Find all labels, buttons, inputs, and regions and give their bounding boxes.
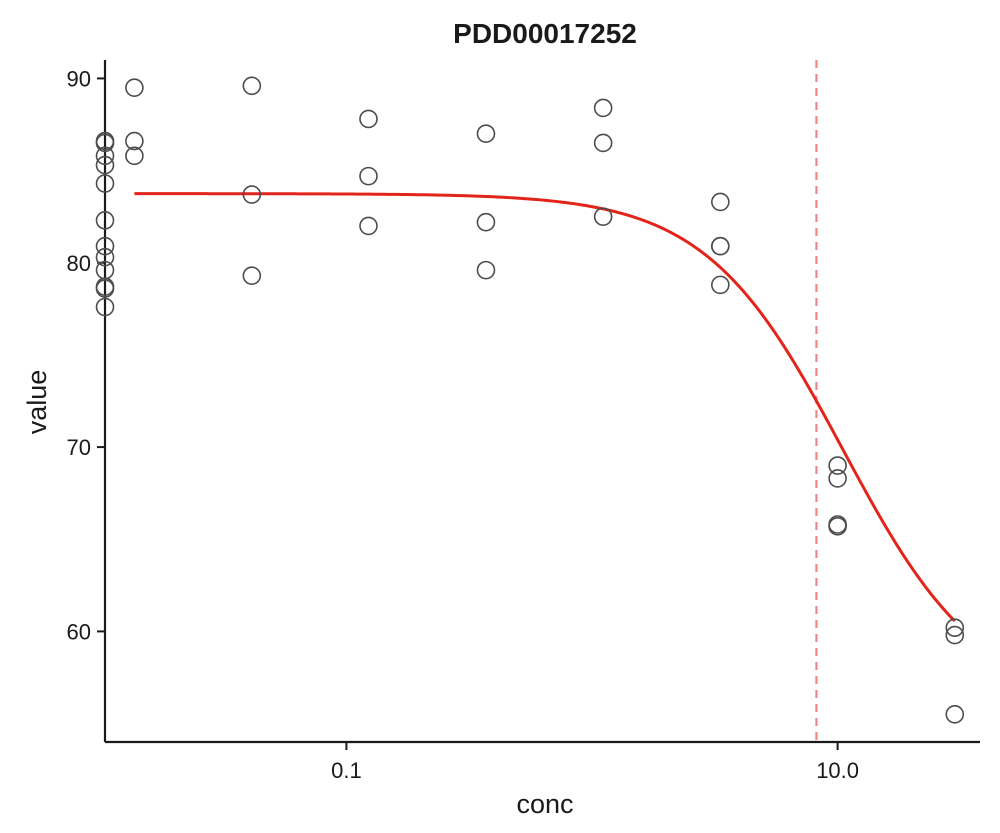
data-point [95,247,115,267]
data-point [95,146,115,166]
data-point [95,236,115,256]
data-point [476,212,496,232]
data-point [945,618,965,638]
data-point [95,297,115,317]
chart-title: PDD00017252 [453,18,637,49]
data-point [125,131,144,151]
data-point [125,78,144,97]
data-point [711,236,730,256]
y-tick-label: 70 [67,435,91,460]
data-point [242,185,262,204]
data-point [945,625,965,645]
data-point [711,192,730,212]
data-point [359,216,378,236]
data-point [945,705,965,724]
data-point [95,133,115,153]
data-point [95,155,115,175]
x-axis-label: conc [516,789,573,819]
y-tick-label: 60 [67,619,91,644]
y-tick-label: 80 [67,251,91,276]
data-point [242,266,262,285]
data-point [828,456,847,475]
data-point [476,260,496,280]
data-point [593,98,613,118]
data-point [593,207,613,226]
data-point [828,517,847,536]
x-tick-label: 10.0 [816,758,859,783]
data-point [711,275,730,295]
data-point [593,133,613,153]
data-point [359,166,378,186]
fit-curve [134,192,956,623]
data-point [359,109,378,129]
data-point [95,174,115,193]
data-point [828,469,847,488]
data-point [95,279,115,298]
y-tick-label: 90 [67,66,91,91]
data-point [242,76,262,96]
data-point [95,211,115,230]
plot-area: 60 70 80 90 0.1 10.0 [67,60,980,783]
data-point [476,124,496,144]
data-point [125,146,144,166]
y-axis-label: value [22,370,52,435]
x-tick-label: 0.1 [331,758,362,783]
